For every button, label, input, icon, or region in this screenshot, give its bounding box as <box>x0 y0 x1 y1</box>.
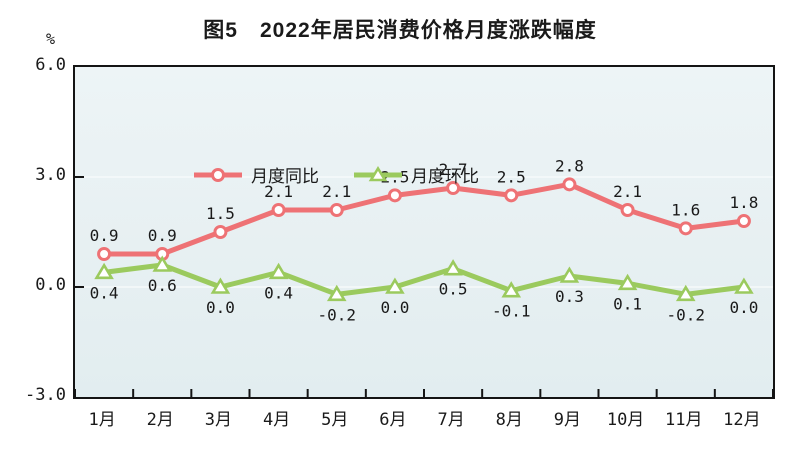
data-label: -0.2 <box>317 305 356 324</box>
x-tick-label: 12月 <box>723 410 761 430</box>
x-tick-label: 5月 <box>321 410 349 430</box>
x-tick-label: 4月 <box>262 410 291 430</box>
data-label: 2.5 <box>497 167 526 186</box>
data-label: 0.3 <box>555 287 584 306</box>
x-tick-label: 7月 <box>437 410 465 430</box>
x-tick-label: 10月 <box>606 410 645 430</box>
series-marker-circle <box>387 188 402 203</box>
y-tick-label: -3.0 <box>25 385 66 405</box>
x-tick-label: 11月 <box>665 410 703 430</box>
series-marker-triangle <box>210 277 231 294</box>
series-marker-triangle <box>385 277 405 294</box>
y-axis-unit-label: % <box>46 30 56 48</box>
legend-label: 月度环比 <box>411 167 479 186</box>
x-tick-label: 1月 <box>88 410 116 430</box>
x-tick-label: 2月 <box>146 410 174 430</box>
y-tick-label: 0.0 <box>35 275 66 295</box>
data-label: 0.0 <box>729 298 758 317</box>
data-label: 0.9 <box>90 226 119 245</box>
series-marker-triangle <box>268 262 289 280</box>
legend-line-circle-icon <box>194 167 242 182</box>
data-label: 0.6 <box>148 276 177 295</box>
series-marker-triangle <box>617 273 638 291</box>
series-marker-circle <box>678 221 693 236</box>
series-marker-circle <box>213 225 228 239</box>
series-marker-triangle <box>443 259 463 276</box>
chart-legend: 月度同比 月度环比 <box>193 162 479 187</box>
data-label: 2.1 <box>322 182 351 201</box>
series-marker-triangle <box>734 277 754 294</box>
series-marker-circle <box>736 214 751 228</box>
data-label: 2.8 <box>555 156 584 175</box>
legend-item: 月度环比 <box>353 162 479 187</box>
data-label: 0.0 <box>206 298 235 317</box>
series-marker-circle <box>562 177 577 192</box>
data-label: 2.7 <box>439 160 468 179</box>
data-label: 0.1 <box>613 294 642 313</box>
data-label: 0.5 <box>439 280 468 299</box>
series-marker-circle <box>329 203 344 217</box>
series-line <box>101 181 747 257</box>
chart-title: 图5 2022年居民消费价格月度涨跌幅度 <box>203 19 597 42</box>
data-label: 2.1 <box>613 182 642 201</box>
series-marker-triangle <box>675 284 696 302</box>
x-tick-label: 6月 <box>379 410 407 430</box>
series-marker-triangle <box>501 281 522 298</box>
series-marker-triangle <box>152 255 173 272</box>
data-label: 0.4 <box>264 283 293 302</box>
data-label: -0.2 <box>666 305 705 324</box>
legend-label: 月度同比 <box>251 167 319 186</box>
series-line <box>101 262 747 297</box>
data-label: 2.1 <box>264 182 293 201</box>
series-marker-triangle <box>94 262 114 280</box>
data-label: -0.1 <box>492 302 531 321</box>
series-marker-circle <box>97 247 112 261</box>
plot-area: 0.90.91.52.12.12.52.72.52.82.11.61.80.40… <box>73 65 775 399</box>
series-marker-circle <box>620 203 635 217</box>
data-label: 1.8 <box>729 193 758 212</box>
legend-item: 月度同比 <box>193 162 319 187</box>
x-tick-label: 3月 <box>204 410 233 430</box>
y-tick-label: 3.0 <box>35 165 66 185</box>
data-label: 0.4 <box>90 283 119 302</box>
y-tick-label: 6.0 <box>35 55 66 75</box>
series-marker-circle <box>271 203 286 217</box>
x-tick-label: 8月 <box>495 410 523 430</box>
legend-line-triangle-icon <box>354 165 402 181</box>
data-label: 0.0 <box>380 298 409 317</box>
chart-canvas: 0.90.91.52.12.12.52.72.52.82.11.61.80.40… <box>75 156 773 397</box>
series-marker-circle <box>446 181 461 195</box>
data-label: 1.5 <box>206 204 235 223</box>
data-label: 1.6 <box>671 200 700 219</box>
x-tick-label: 9月 <box>553 410 582 430</box>
series-marker-circle <box>504 188 519 203</box>
series-marker-triangle <box>326 284 347 302</box>
data-label: 0.9 <box>148 226 177 245</box>
series-marker-triangle <box>559 266 580 283</box>
